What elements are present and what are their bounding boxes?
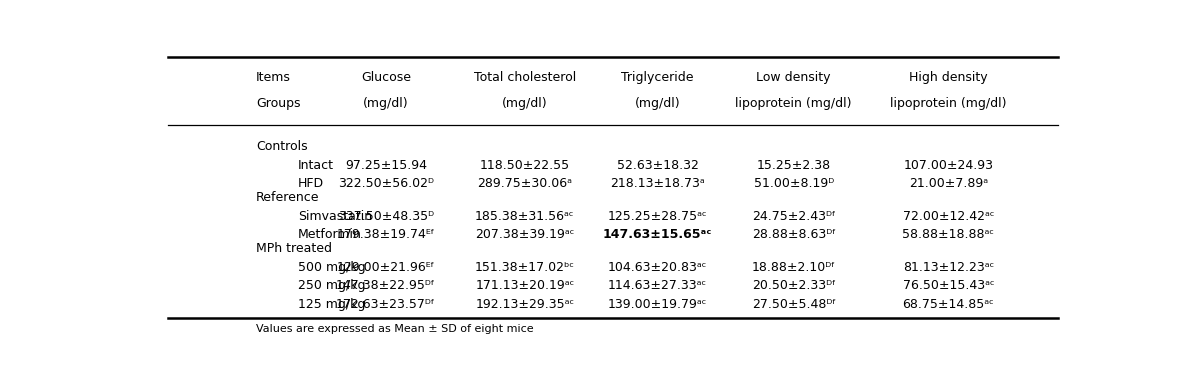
Text: 15.25±2.38: 15.25±2.38: [757, 159, 831, 171]
Text: 114.63±27.33ᵃᶜ: 114.63±27.33ᵃᶜ: [608, 279, 707, 292]
Text: 76.50±15.43ᵃᶜ: 76.50±15.43ᵃᶜ: [903, 279, 994, 292]
Text: (mg/dl): (mg/dl): [635, 97, 681, 110]
Text: 147.38±22.95ᴰᶠ: 147.38±22.95ᴰᶠ: [336, 279, 435, 292]
Text: 179.38±19.74ᴱᶠ: 179.38±19.74ᴱᶠ: [336, 228, 435, 241]
Text: 322.50±56.02ᴰ: 322.50±56.02ᴰ: [337, 177, 434, 190]
Text: 107.00±24.93: 107.00±24.93: [903, 159, 994, 171]
Text: 171.13±20.19ᵃᶜ: 171.13±20.19ᵃᶜ: [475, 279, 574, 292]
Text: 24.75±2.43ᴰᶠ: 24.75±2.43ᴰᶠ: [752, 210, 836, 223]
Text: 289.75±30.06ᵃ: 289.75±30.06ᵃ: [477, 177, 573, 190]
Text: 250 mg/kg: 250 mg/kg: [298, 279, 365, 292]
Text: Low density: Low density: [756, 71, 831, 84]
Text: 72.00±12.42ᵃᶜ: 72.00±12.42ᵃᶜ: [903, 210, 994, 223]
Text: 68.75±14.85ᵃᶜ: 68.75±14.85ᵃᶜ: [903, 298, 994, 311]
Text: Glucose: Glucose: [361, 71, 411, 84]
Text: 118.50±22.55: 118.50±22.55: [480, 159, 570, 171]
Text: Simvastatin: Simvastatin: [298, 210, 372, 223]
Text: 185.38±31.56ᵃᶜ: 185.38±31.56ᵃᶜ: [475, 210, 574, 223]
Text: 27.50±5.48ᴰᶠ: 27.50±5.48ᴰᶠ: [751, 298, 836, 311]
Text: 81.13±12.23ᵃᶜ: 81.13±12.23ᵃᶜ: [903, 261, 994, 274]
Text: 129.00±21.96ᴱᶠ: 129.00±21.96ᴱᶠ: [336, 261, 435, 274]
Text: 21.00±7.89ᵃ: 21.00±7.89ᵃ: [909, 177, 988, 190]
Text: lipoprotein (mg/dl): lipoprotein (mg/dl): [890, 97, 1007, 110]
Text: 207.38±39.19ᵃᶜ: 207.38±39.19ᵃᶜ: [475, 228, 574, 241]
Text: 500 mg/kg: 500 mg/kg: [298, 261, 366, 274]
Text: 58.88±18.88ᵃᶜ: 58.88±18.88ᵃᶜ: [903, 228, 995, 241]
Text: 20.50±2.33ᴰᶠ: 20.50±2.33ᴰᶠ: [752, 279, 836, 292]
Text: 337.50±48.35ᴰ: 337.50±48.35ᴰ: [337, 210, 434, 223]
Text: HFD: HFD: [298, 177, 324, 190]
Text: High density: High density: [909, 71, 988, 84]
Text: Groups: Groups: [256, 97, 300, 110]
Text: lipoprotein (mg/dl): lipoprotein (mg/dl): [736, 97, 852, 110]
Text: 104.63±20.83ᵃᶜ: 104.63±20.83ᵃᶜ: [608, 261, 707, 274]
Text: 218.13±18.73ᵃ: 218.13±18.73ᵃ: [610, 177, 704, 190]
Text: (mg/dl): (mg/dl): [502, 97, 548, 110]
Text: Triglyceride: Triglyceride: [621, 71, 694, 84]
Text: 18.88±2.10ᴰᶠ: 18.88±2.10ᴰᶠ: [752, 261, 836, 274]
Text: Reference: Reference: [256, 191, 319, 204]
Text: 172.63±23.57ᴰᶠ: 172.63±23.57ᴰᶠ: [336, 298, 435, 311]
Text: 51.00±8.19ᴰ: 51.00±8.19ᴰ: [753, 177, 834, 190]
Text: 28.88±8.63ᴰᶠ: 28.88±8.63ᴰᶠ: [752, 228, 836, 241]
Text: 139.00±19.79ᵃᶜ: 139.00±19.79ᵃᶜ: [608, 298, 707, 311]
Text: 192.13±29.35ᵃᶜ: 192.13±29.35ᵃᶜ: [475, 298, 574, 311]
Text: (mg/dl): (mg/dl): [364, 97, 409, 110]
Text: 147.63±15.65ᵃᶜ: 147.63±15.65ᵃᶜ: [603, 228, 712, 241]
Text: Items: Items: [256, 71, 291, 84]
Text: 52.63±18.32: 52.63±18.32: [616, 159, 698, 171]
Text: Controls: Controls: [256, 140, 307, 153]
Text: 151.38±17.02ᵇᶜ: 151.38±17.02ᵇᶜ: [475, 261, 575, 274]
Text: 97.25±15.94: 97.25±15.94: [344, 159, 427, 171]
Text: 125 mg/kg: 125 mg/kg: [298, 298, 365, 311]
Text: MPh treated: MPh treated: [256, 242, 332, 255]
Text: Values are expressed as Mean ± SD of eight mice: Values are expressed as Mean ± SD of eig…: [256, 324, 533, 334]
Text: Metformin: Metformin: [298, 228, 361, 241]
Text: Total cholesterol: Total cholesterol: [474, 71, 576, 84]
Text: Intact: Intact: [298, 159, 334, 171]
Text: 125.25±28.75ᵃᶜ: 125.25±28.75ᵃᶜ: [608, 210, 707, 223]
